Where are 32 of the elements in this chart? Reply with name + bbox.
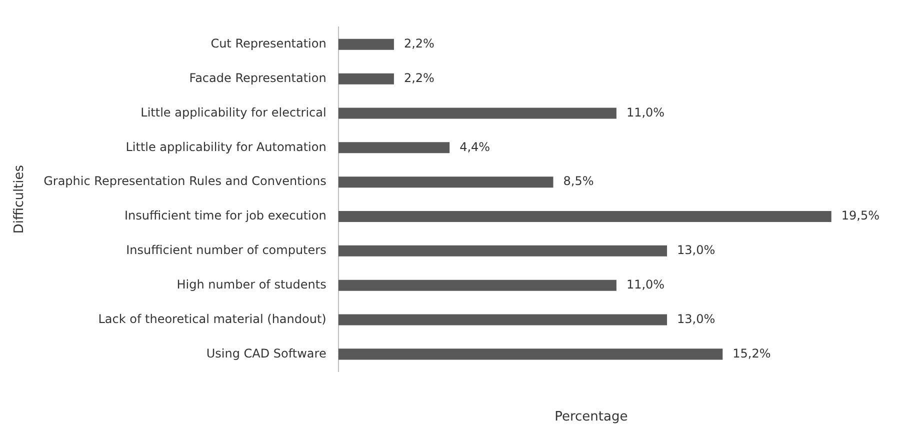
- bar: [338, 176, 554, 188]
- bar: [338, 38, 394, 50]
- y-tick-label: Little applicability for electrical: [140, 105, 326, 120]
- bar: [338, 280, 616, 291]
- bar: [338, 314, 668, 326]
- x-axis-title: Percentage: [554, 410, 628, 425]
- bar: [338, 142, 450, 154]
- data-label: 2,2%: [404, 70, 434, 85]
- y-tick-label: Graphic Representation Rules and Conventions: [44, 174, 326, 188]
- data-label: 19,5%: [841, 208, 880, 223]
- data-label: 2,2%: [404, 36, 434, 51]
- y-tick-label: Insufficient number of computers: [126, 243, 326, 258]
- bar: [338, 245, 668, 256]
- y-tick-label: Little applicability for Automation: [126, 140, 326, 154]
- y-tick-label: Facade Representation: [189, 70, 326, 85]
- bar: [338, 73, 394, 84]
- y-tick-label: Using CAD Software: [206, 346, 326, 360]
- data-label: 8,5%: [563, 174, 594, 188]
- y-tick-label: Lack of theoretical material (handout): [98, 312, 326, 326]
- data-label: 15,2%: [732, 346, 771, 360]
- data-label: 13,0%: [677, 243, 716, 258]
- data-label: 13,0%: [677, 312, 716, 326]
- data-label: 11,0%: [626, 105, 665, 120]
- data-label: 11,0%: [626, 277, 665, 292]
- y-axis-title: Difficulties: [12, 164, 28, 234]
- bar: [338, 108, 616, 119]
- bar: [338, 211, 832, 222]
- bar: [338, 348, 723, 360]
- data-label: 4,4%: [460, 140, 490, 154]
- y-tick-label: Cut Representation: [210, 36, 326, 51]
- y-tick-label: Insufficient time for job execution: [124, 208, 326, 223]
- y-tick-label: High number of students: [176, 277, 326, 292]
